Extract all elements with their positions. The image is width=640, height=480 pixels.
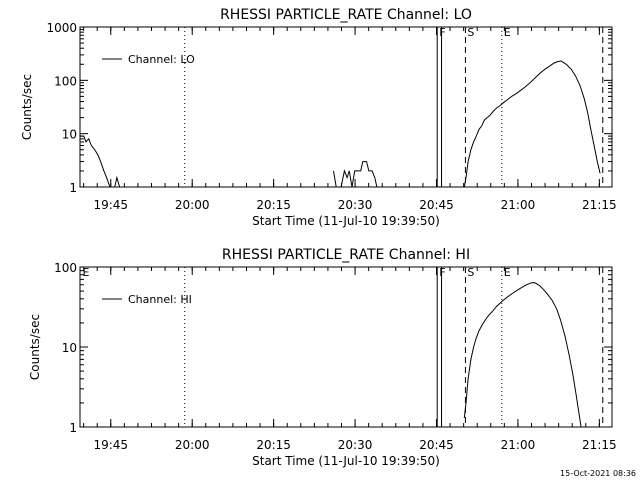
chart2-legend-label: Channel: HI [128, 293, 192, 306]
chart2-x-tick-label: 20:15 [256, 438, 291, 452]
chart1-marker-label: E [504, 26, 511, 39]
chart2-y-tick-label: 100 [54, 261, 77, 275]
chart2-marker-label: E [504, 266, 511, 279]
chart2-x-tick-label: 20:45 [419, 438, 454, 452]
chart1-x-axis-label: Start Time (11-Jul-10 19:39:50) [252, 214, 440, 228]
chart1-series-line [333, 170, 337, 188]
chart2-y-tick-label: 1 [69, 421, 77, 435]
chart1-x-tick-label: 21:00 [501, 198, 536, 212]
chart1-x-tick-label: 19:45 [93, 198, 128, 212]
chart1-x-tick-label: 20:45 [419, 198, 454, 212]
chart1-legend-label: Channel: LO [128, 53, 195, 66]
chart2-x-tick-label: 21:15 [582, 438, 617, 452]
chart1-title: RHESSI PARTICLE_RATE Channel: LO [220, 7, 472, 23]
chart2-plot-frame [79, 266, 613, 428]
chart2-x-tick-label: 20:30 [338, 438, 373, 452]
chart2-y-tick-label: 10 [62, 341, 77, 355]
chart1-series-line [340, 161, 378, 188]
chart1-series-line [80, 135, 111, 188]
chart2-marker-label: E [83, 266, 90, 279]
chart1-marker-label: S [467, 26, 474, 39]
chart1-series-line [114, 175, 121, 188]
chart1-x-tick-label: 20:00 [175, 198, 210, 212]
chart2-x-tick-label: 20:00 [175, 438, 210, 452]
chart2-x-tick-label: 21:00 [501, 438, 536, 452]
chart1-y-axis-label: Counts/sec [20, 74, 34, 140]
chart2-x-tick-label: 19:45 [93, 438, 128, 452]
chart2-x-axis-label: Start Time (11-Jul-10 19:39:50) [252, 454, 440, 468]
footer-timestamp: 15-Oct-2021 08:36 [560, 469, 636, 478]
chart2-marker-label: F [439, 266, 445, 279]
chart1-y-tick-label: 100 [54, 74, 77, 88]
chart1-x-tick-label: 20:15 [256, 198, 291, 212]
chart2-marker-label: S [467, 266, 474, 279]
chart1-series-line [463, 60, 601, 188]
chart1-x-tick-label: 21:15 [582, 198, 617, 212]
chart1-y-tick-label: 10 [62, 128, 77, 142]
chart2-series-line [463, 281, 582, 428]
chart1-plot-frame [79, 26, 613, 188]
chart1-marker-label: F [439, 26, 445, 39]
chart2-title: RHESSI PARTICLE_RATE Channel: HI [222, 247, 470, 263]
chart2-y-axis-label: Counts/sec [28, 314, 42, 380]
chart1-x-tick-label: 20:30 [338, 198, 373, 212]
chart1-y-tick-label: 1000 [46, 21, 77, 35]
chart1-y-tick-label: 1 [69, 181, 77, 195]
